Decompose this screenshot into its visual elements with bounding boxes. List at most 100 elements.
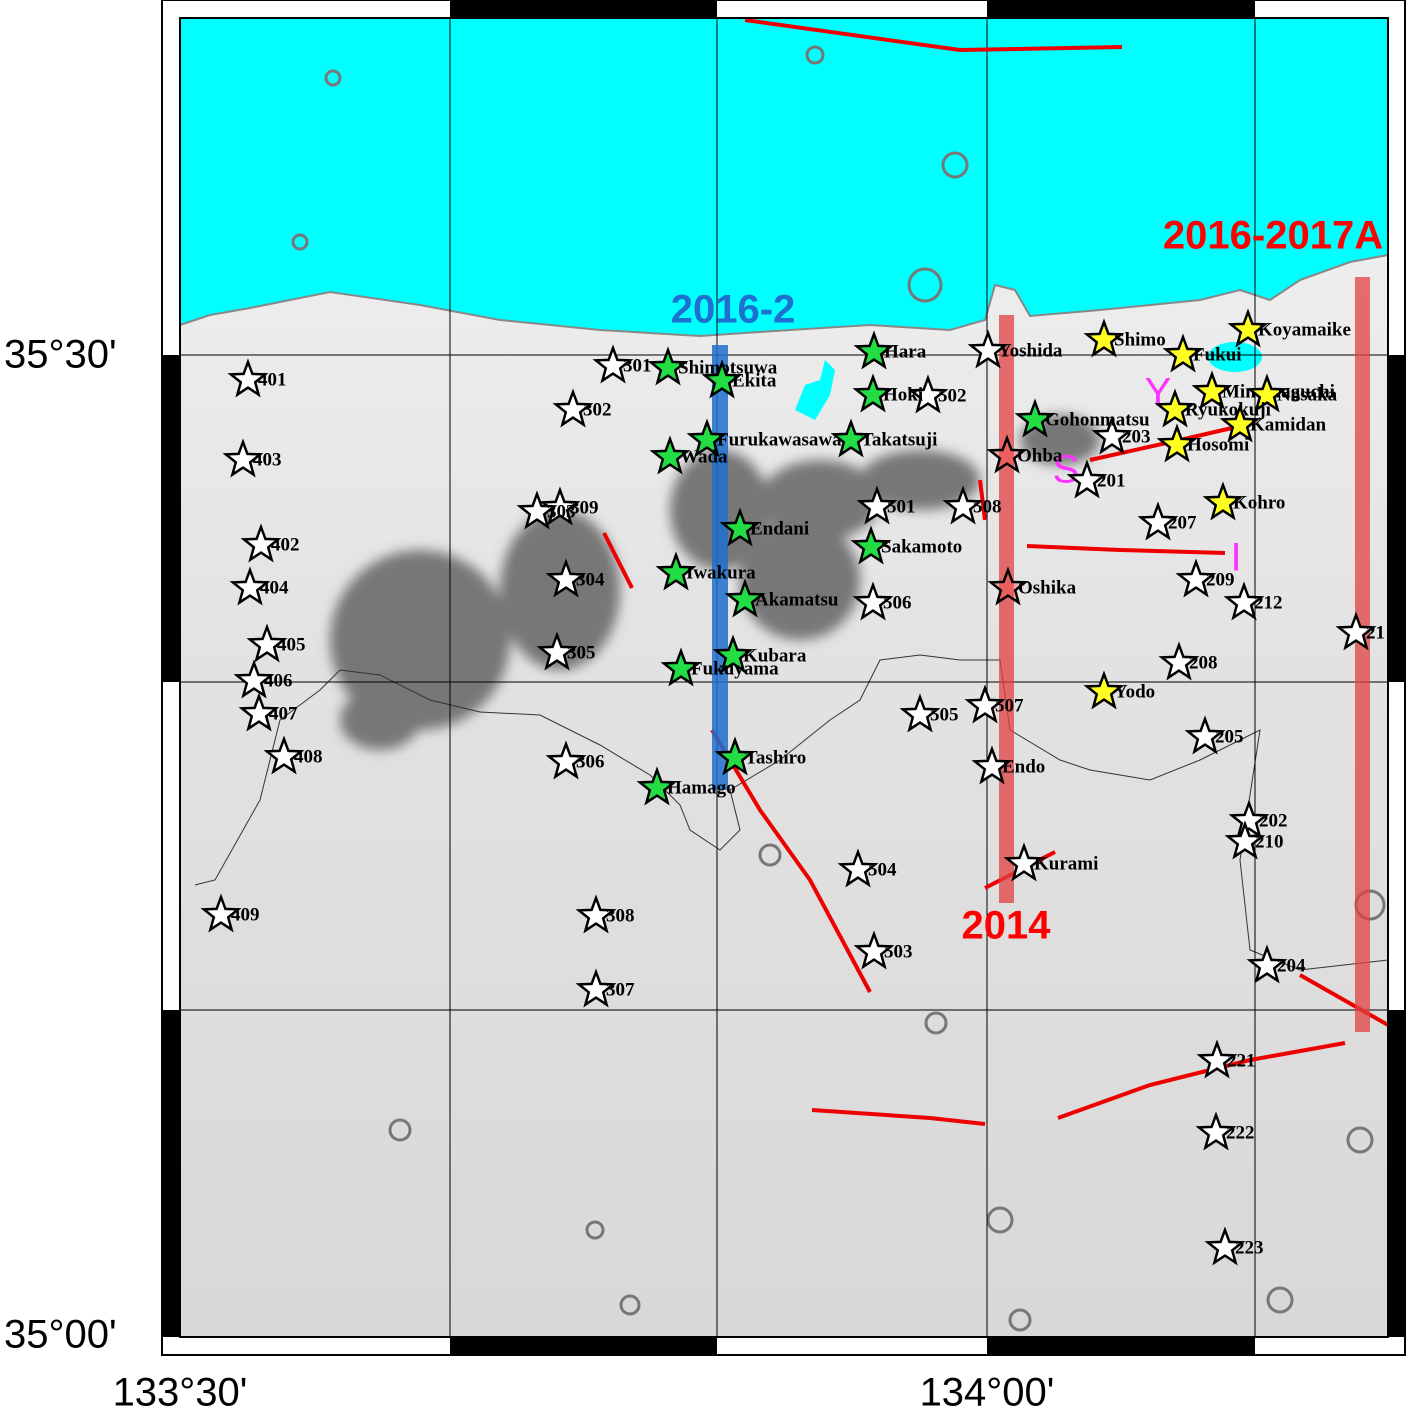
station-label: 209 [1206,569,1235,590]
station-star [724,578,766,618]
station-label: 302 [583,399,612,420]
sea [179,17,1389,338]
station-label: Sakamoto [881,536,962,557]
station-label: Hoki [883,384,923,405]
station-star [1066,459,1108,499]
station-star [1175,558,1217,598]
station-star [1195,1111,1237,1151]
station-label: 409 [231,904,260,925]
station-star [971,745,1013,785]
station-star [964,684,1006,724]
station-star [1335,611,1377,651]
station-star [1091,415,1133,455]
station-star [227,358,269,398]
station-label: Furukawasawa [717,429,842,450]
station-label: Fukuyama [691,658,779,679]
station-star [942,485,984,525]
station-star [649,435,691,475]
station-label: 210 [1255,831,1284,852]
station-star [701,359,743,399]
lake [1208,342,1262,372]
station-label: Koyamaike [1258,319,1351,340]
station-label: 306 [576,751,605,772]
station-label: 203 [1122,426,1151,447]
station-star [238,692,280,732]
station-star [856,485,898,525]
profile-label: 2016-2 [671,288,796,332]
station-star [222,438,264,478]
station-star [1224,820,1266,860]
station-star [1202,481,1244,521]
station-star [852,373,894,413]
station-label: 304 [576,569,605,590]
station-star [852,581,894,621]
event-circles [291,45,1386,1332]
station-star [853,930,895,970]
lon-label: 133°30' [113,1371,248,1415]
station-label: 301 [623,355,652,376]
station-star [636,766,678,806]
station-star [1246,944,1288,984]
station-star [987,566,1029,606]
station-label: Gohonmatsu [1045,409,1150,430]
station-star [1162,333,1204,373]
station-label: Endani [750,518,809,539]
lat-label: 35°30' [4,333,117,377]
station-star [1196,1039,1238,1079]
station-star [545,740,587,780]
station-label: 202 [1259,810,1288,831]
station-star [1014,398,1056,438]
profile-line [712,345,728,790]
station-label: 408 [294,746,323,767]
station-label: Oshika [1018,577,1077,598]
station-label: Endo [1002,756,1045,777]
station-star [539,486,581,526]
station-label: 502 [938,385,967,406]
prefecture-boundary [194,654,1389,971]
station-label: Hara [884,341,927,362]
station-label: Nosaka [1277,384,1338,405]
station-star [1156,423,1198,463]
station-star [899,693,941,733]
station-star [575,968,617,1008]
station-label: 404 [260,577,289,598]
station-label: Yodo [1114,681,1155,702]
station-star [1083,318,1125,358]
station-star [1204,1226,1246,1266]
station-label: Akamatsu [755,589,839,610]
station-label: 406 [264,670,293,691]
profile-label: 2014 [962,904,1052,948]
station-label: Tashiro [745,747,806,768]
station-label: 401 [258,369,287,390]
lat-label: 35°00' [4,1313,117,1357]
station-label: 223 [1235,1237,1264,1258]
station-star [1246,373,1288,413]
station-star [1228,799,1270,839]
station-star [552,388,594,428]
station-label: Hosomi [1187,434,1249,455]
station-label: 212 [1254,592,1283,613]
station-label: Takatsuji [861,429,937,450]
station-star [516,490,558,530]
station-star [536,631,578,671]
station-label: Kubara [743,645,807,666]
station-star [986,434,1028,474]
station-star [233,659,275,699]
station-label: 204 [1277,955,1306,976]
station-label: Iwakura [686,562,756,583]
station-star [850,525,892,565]
station-star [907,374,949,414]
station-label: Ekita [732,370,777,391]
station-star [240,523,282,563]
site-marker: S [1053,448,1080,492]
frame [161,0,1406,1356]
station-label: Ohba [1017,445,1063,466]
station-star [719,507,761,547]
station-star [714,736,756,776]
profile-label: 2016-2017A [1163,214,1383,258]
station-label: 201 [1097,470,1126,491]
station-star [1191,370,1233,410]
station-label: 407 [269,703,298,724]
